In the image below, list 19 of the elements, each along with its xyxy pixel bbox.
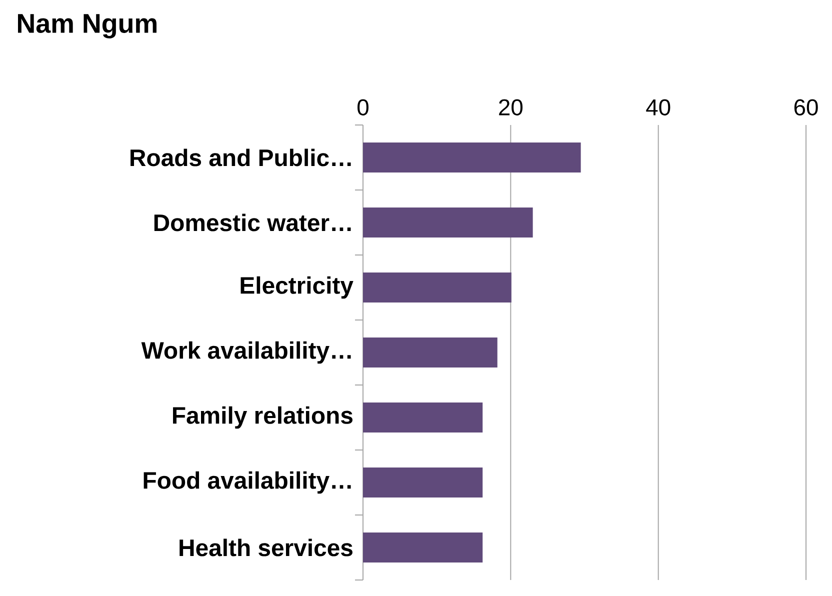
- bar: [363, 142, 581, 172]
- y-tick-label: Electricity: [240, 276, 354, 299]
- x-tick-label: 20: [499, 99, 523, 116]
- bar: [363, 532, 483, 563]
- y-tick-label: Food availability…: [144, 471, 351, 494]
- bar: [363, 402, 483, 433]
- y-tick-label: Family relations: [173, 406, 352, 429]
- x-tick-label: 40: [646, 99, 670, 116]
- x-tick-label: 0: [358, 99, 368, 116]
- x-tick-label: 60: [794, 99, 818, 116]
- bar: [363, 208, 533, 238]
- y-tick-label: Roads and Public…: [130, 148, 351, 166]
- bar: [363, 338, 498, 368]
- y-tick-label: Domestic water…: [154, 214, 351, 232]
- y-tick-label: Health services: [180, 538, 352, 556]
- bar: [363, 272, 512, 302]
- y-tick-label: Work availability…: [141, 341, 351, 364]
- bar: [363, 468, 483, 498]
- text: Nam Ngum: [18, 14, 156, 38]
